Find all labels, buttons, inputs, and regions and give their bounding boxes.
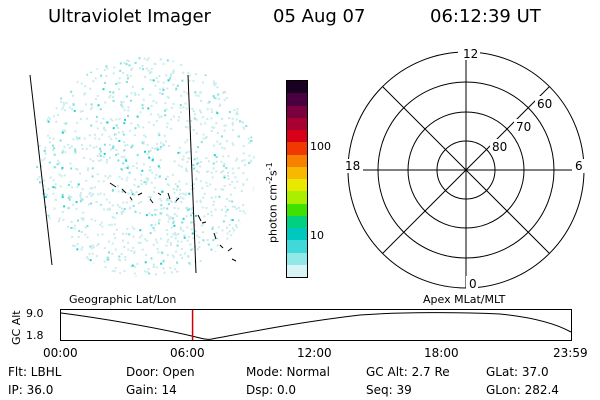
timeline-xtick-0600: 06:00: [170, 346, 205, 360]
colorbar-segment: [287, 228, 307, 241]
gc-alt-curve: [60, 312, 572, 340]
status-ip: IP: 36.0: [8, 383, 54, 397]
colorbar-segment: [287, 105, 307, 118]
polar-diag-2: [382, 86, 550, 254]
colorbar-segment: [287, 240, 307, 253]
coastline: [109, 182, 237, 262]
geographic-image: [29, 57, 256, 277]
mlt-label-18: 18: [345, 159, 360, 173]
colorbar-tick-10: 10: [310, 229, 324, 242]
timeline-frame: [60, 309, 572, 341]
timeline-xtick-0000: 00:00: [43, 346, 78, 360]
status-gain: Gain: 14: [126, 383, 177, 397]
instrument-title: Ultraviolet Imager: [48, 6, 211, 27]
right-limb-line: [187, 74, 197, 274]
status-gc-alt: GC Alt: 2.7 Re: [366, 365, 450, 379]
observation-time: 06:12:39 UT: [430, 6, 541, 27]
timeline-plot: [60, 309, 572, 341]
colorbar-segment: [287, 154, 307, 167]
mlt-label-6: 6: [575, 159, 583, 173]
left-limb-line: [29, 74, 53, 266]
status-seq: Seq: 39: [366, 383, 412, 397]
colorbar-segment: [287, 203, 307, 216]
mlt-label-12: 12: [463, 47, 478, 61]
colorbar-tick-100: 100: [310, 140, 331, 153]
uv-emission-speckle: [36, 57, 256, 277]
mlt-label-0: 0: [469, 277, 477, 290]
timeline-xtick-2359: 23:59: [553, 346, 588, 360]
timeline-left-header: Geographic Lat/Lon: [69, 293, 177, 306]
colorbar-segment: [287, 191, 307, 204]
status-glat: GLat: 37.0: [486, 365, 549, 379]
colorbar-segment: [287, 142, 307, 155]
status-mode: Mode: Normal: [246, 365, 330, 379]
colorbar-segment: [287, 264, 307, 277]
colorbar-segment: [287, 117, 307, 130]
colorbar-segment: [287, 215, 307, 228]
timeline-ytick-1-8: 1.8: [26, 329, 44, 342]
lat-label-80: 80: [492, 140, 507, 154]
observation-date: 05 Aug 07: [273, 6, 366, 27]
timeline-axis-label: GC Alt: [10, 310, 23, 345]
lat-label-60: 60: [537, 97, 552, 111]
status-door: Door: Open: [126, 365, 195, 379]
timeline-xtick-1200: 12:00: [297, 346, 332, 360]
timeline-right-header: Apex MLat/MLT: [423, 293, 506, 306]
lat-label-70: 70: [516, 120, 531, 134]
colorbar-segment: [287, 130, 307, 143]
polar-plot: 12 18 6 0 60 70 80: [341, 46, 586, 290]
status-filter: Flt: LBHL: [8, 365, 62, 379]
colorbar-unit-label: photon cm-2s-1: [265, 162, 280, 243]
status-dsp: Dsp: 0.0: [246, 383, 297, 397]
colorbar-segment: [287, 166, 307, 179]
colorbar: [286, 80, 308, 278]
timeline-xtick-1800: 18:00: [424, 346, 459, 360]
colorbar-segment: [287, 81, 307, 94]
status-glon: GLon: 282.4: [486, 383, 559, 397]
colorbar-segment: [287, 93, 307, 106]
colorbar-segment: [287, 179, 307, 192]
colorbar-segment: [287, 252, 307, 265]
timeline-ytick-9: 9.0: [26, 307, 44, 320]
